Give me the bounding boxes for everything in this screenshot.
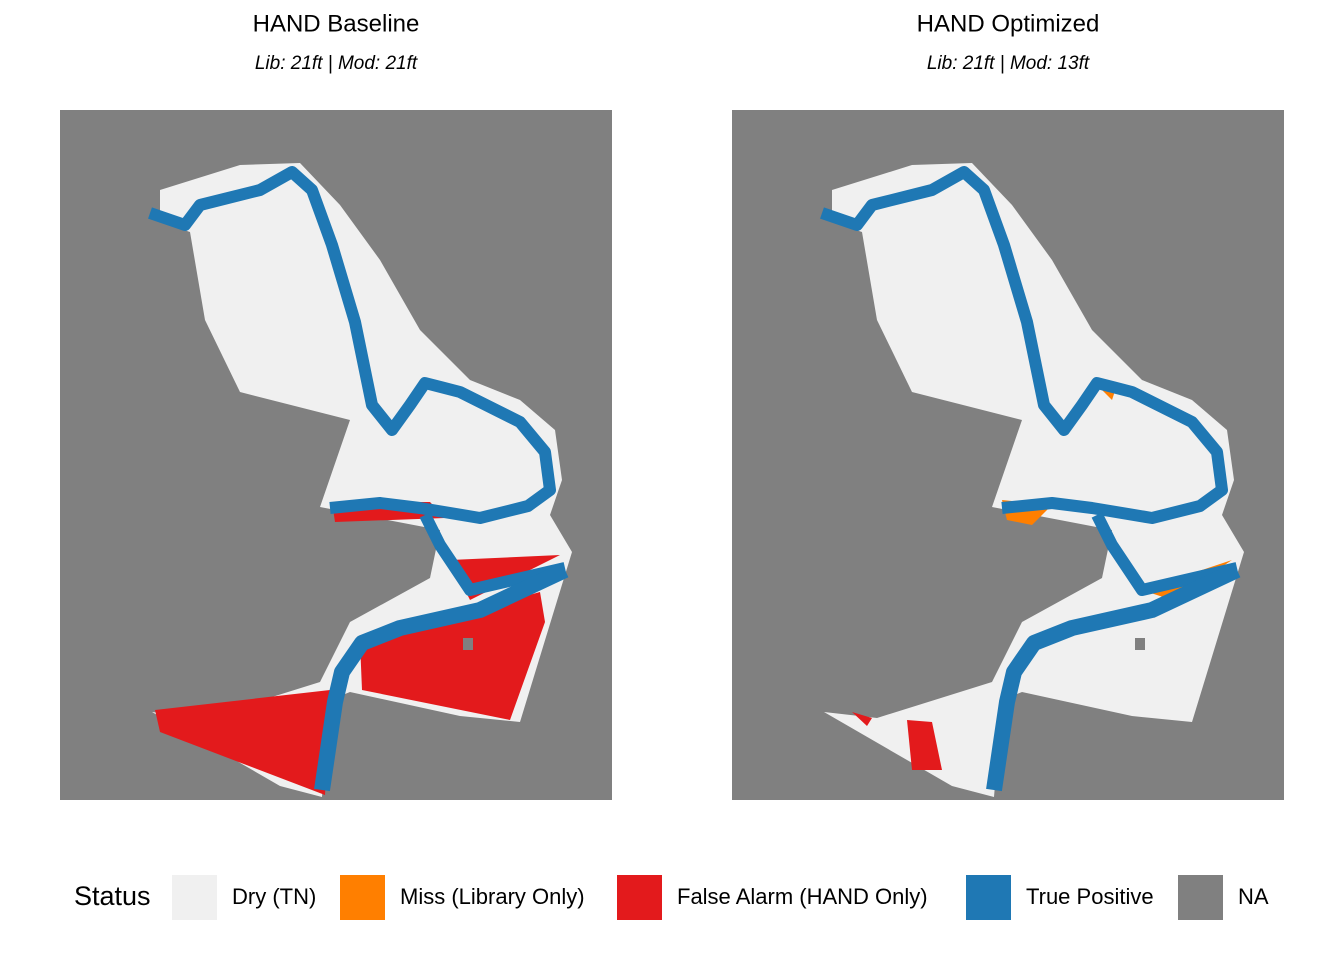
legend-title: Status: [74, 881, 151, 911]
legend-swatch: [617, 875, 662, 920]
false-alarm-area: [852, 712, 872, 726]
legend-label: Dry (TN): [232, 884, 316, 909]
legend-label: NA: [1238, 884, 1269, 909]
panel-subtitle: Lib: 21ft | Mod: 21ft: [255, 53, 418, 74]
panel-title: HAND Optimized: [917, 10, 1100, 37]
river: [1091, 512, 1239, 596]
na-patch: [1135, 638, 1145, 650]
map-panel: HAND Optimized Lib: 21ft | Mod: 13ft: [732, 10, 1284, 800]
map-panel: HAND Baseline Lib: 21ft | Mod: 21ft: [60, 10, 612, 800]
legend-swatch: [1178, 875, 1223, 920]
panel-subtitle: Lib: 21ft | Mod: 13ft: [927, 53, 1090, 74]
legend-swatch: [340, 875, 385, 920]
false-alarm-area: [360, 592, 545, 720]
river: [314, 562, 569, 792]
river: [148, 166, 556, 524]
legend-label: True Positive: [1026, 884, 1154, 909]
river: [820, 166, 1228, 524]
legend-swatch: [966, 875, 1011, 920]
legend-swatch: [172, 875, 217, 920]
false-alarm-area: [155, 690, 330, 795]
legend-label: Miss (Library Only): [400, 884, 585, 909]
false-alarm-area: [907, 720, 942, 770]
na-patch: [463, 638, 473, 650]
river: [419, 512, 567, 596]
legend-label: False Alarm (HAND Only): [677, 884, 928, 909]
panel-title: HAND Baseline: [253, 10, 420, 37]
river: [986, 562, 1241, 792]
